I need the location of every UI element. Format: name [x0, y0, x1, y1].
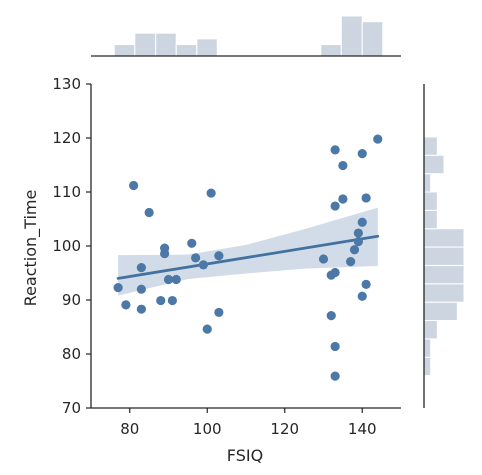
y-histogram-bar	[423, 301, 458, 322]
marginal-x-histogram	[91, 15, 401, 57]
y-tick-label: 70	[62, 399, 81, 417]
scatter-point	[171, 274, 181, 285]
scatter-point	[144, 207, 154, 218]
y-histogram-bar	[423, 338, 432, 358]
y-histogram-bar	[423, 320, 438, 340]
x-tick-label: 100	[193, 420, 222, 438]
scatter-points-layer	[113, 134, 383, 381]
y-histogram-bar	[423, 356, 432, 377]
scatter-point	[214, 307, 224, 318]
y-tick-label: 90	[62, 291, 81, 309]
y-histogram-bar	[423, 209, 438, 230]
y-axis-title: Reaction_Time	[21, 190, 41, 307]
x-histogram-bar	[361, 21, 384, 57]
scatter-point	[330, 267, 340, 278]
confidence-band	[118, 207, 378, 296]
scatter-point	[353, 228, 363, 238]
scatter-point	[206, 188, 216, 198]
scatter-point	[202, 324, 212, 334]
y-histogram-bar	[423, 154, 445, 175]
scatter-point	[326, 311, 336, 321]
x-axis-title: FSIQ	[227, 446, 263, 465]
y-histogram-bar	[423, 246, 465, 266]
scatter-point	[318, 254, 329, 264]
confidence-band-layer	[116, 207, 380, 296]
y-tick-label: 120	[52, 129, 81, 147]
x-histogram-bar	[340, 15, 363, 57]
scatter-point	[330, 145, 340, 155]
y-tick-label: 80	[62, 345, 81, 363]
scatter-point	[136, 304, 146, 314]
y-tick-label: 100	[52, 237, 81, 255]
scatter-point	[214, 251, 224, 261]
scatter-point	[330, 341, 340, 352]
y-histogram-bar	[423, 173, 432, 193]
y-histogram-bar	[423, 283, 465, 303]
y-tick-label: 110	[52, 183, 81, 201]
scatter-point	[121, 300, 131, 310]
scatter-point	[346, 257, 356, 267]
scatter-point	[129, 180, 139, 191]
scatter-point	[156, 295, 166, 306]
scatter-point	[357, 149, 367, 159]
x-tick-label: 80	[120, 420, 139, 438]
scatter-point	[113, 282, 123, 293]
scatter-point	[330, 201, 340, 211]
scatter-point	[167, 295, 177, 306]
x-histogram-bar	[320, 44, 342, 57]
scatter-point	[160, 243, 170, 253]
y-histogram-bar	[423, 228, 465, 248]
x-histogram-bar	[113, 44, 136, 57]
x-tick-label: 140	[348, 420, 377, 438]
scatter-point	[136, 263, 146, 273]
x-histogram-bar	[134, 32, 157, 57]
marginal-y-histogram	[423, 84, 465, 408]
x-histogram-bar	[196, 38, 218, 57]
scatter-point	[163, 274, 174, 285]
y-tick-label: 130	[52, 75, 81, 93]
scatter-point	[361, 193, 371, 203]
scatter-point	[353, 237, 363, 247]
scatter-point	[349, 245, 360, 255]
regression-line	[116, 234, 380, 280]
y-histogram-bar	[423, 136, 438, 156]
scatter-point	[198, 260, 208, 270]
scatter-point	[187, 238, 197, 248]
scatter-point	[373, 134, 383, 144]
scatter-point	[338, 194, 348, 204]
x-histogram-bar	[175, 44, 198, 57]
scatter-point	[136, 284, 146, 294]
scatter-point	[361, 279, 371, 289]
scatter-point	[357, 217, 367, 227]
scatter-point	[338, 160, 348, 171]
scatter-point	[330, 371, 340, 381]
y-histogram-bar	[423, 191, 438, 211]
x-histogram-bar	[155, 32, 177, 57]
axes-layer: 80 100 120 140 70 80 90 100 110 120 130	[52, 75, 401, 438]
y-histogram-bar	[423, 264, 465, 285]
scatter-point	[191, 253, 201, 263]
scatter-point	[357, 291, 367, 301]
x-tick-label: 120	[270, 420, 299, 438]
